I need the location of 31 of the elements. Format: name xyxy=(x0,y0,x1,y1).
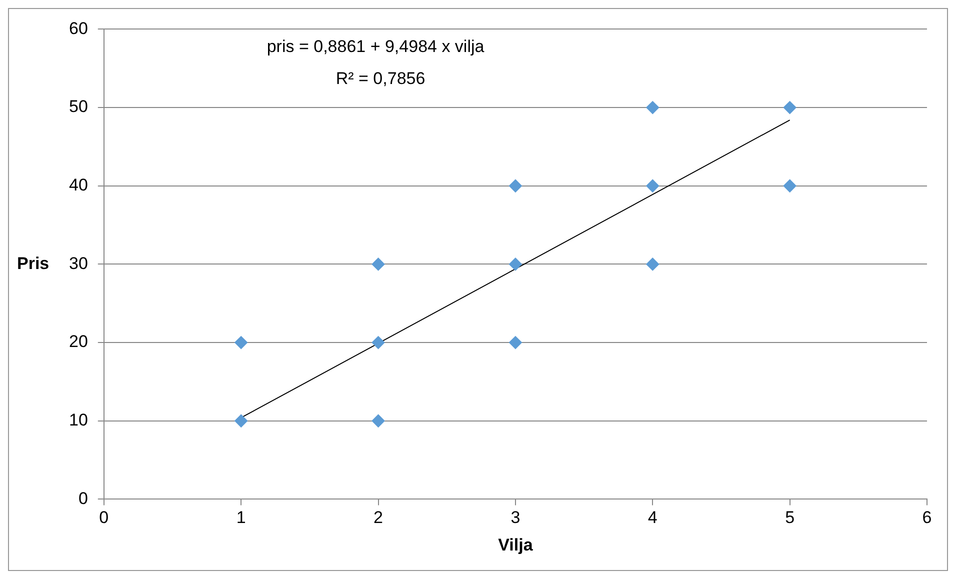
point xyxy=(646,258,660,271)
point xyxy=(646,179,660,192)
point xyxy=(372,414,385,428)
point xyxy=(508,336,522,350)
x-tick-label: 6 xyxy=(922,508,932,528)
y-tick-label: 40 xyxy=(68,176,88,195)
point xyxy=(646,101,660,114)
annotation: pris = 0,8861 + 9,4984 x vilja xyxy=(266,36,485,56)
x-axis-title: Vilja xyxy=(498,535,534,554)
y-tick-label: 0 xyxy=(78,488,88,508)
point xyxy=(234,414,248,428)
annotation: R² = 0,7856 xyxy=(336,68,426,88)
y-axis-title: Pris xyxy=(17,254,50,273)
point xyxy=(783,101,796,114)
y-tick-label: 60 xyxy=(68,18,88,38)
x-tick-label: 1 xyxy=(236,508,246,528)
point xyxy=(508,179,522,192)
x-tick-label: 3 xyxy=(510,508,520,528)
x-tick-label: 4 xyxy=(648,508,658,528)
x-tick-label: 2 xyxy=(374,508,384,528)
y-tick-label: 30 xyxy=(68,254,88,273)
point xyxy=(372,336,385,350)
x-tick-label: 0 xyxy=(99,508,109,528)
y-tick-label: 50 xyxy=(68,97,88,116)
point xyxy=(234,336,248,350)
point xyxy=(508,258,522,271)
point xyxy=(783,179,796,192)
y-tick-label: 10 xyxy=(68,410,88,430)
x-tick-label: 5 xyxy=(785,508,795,528)
y-tick-label: 20 xyxy=(68,332,88,352)
point xyxy=(372,258,385,271)
